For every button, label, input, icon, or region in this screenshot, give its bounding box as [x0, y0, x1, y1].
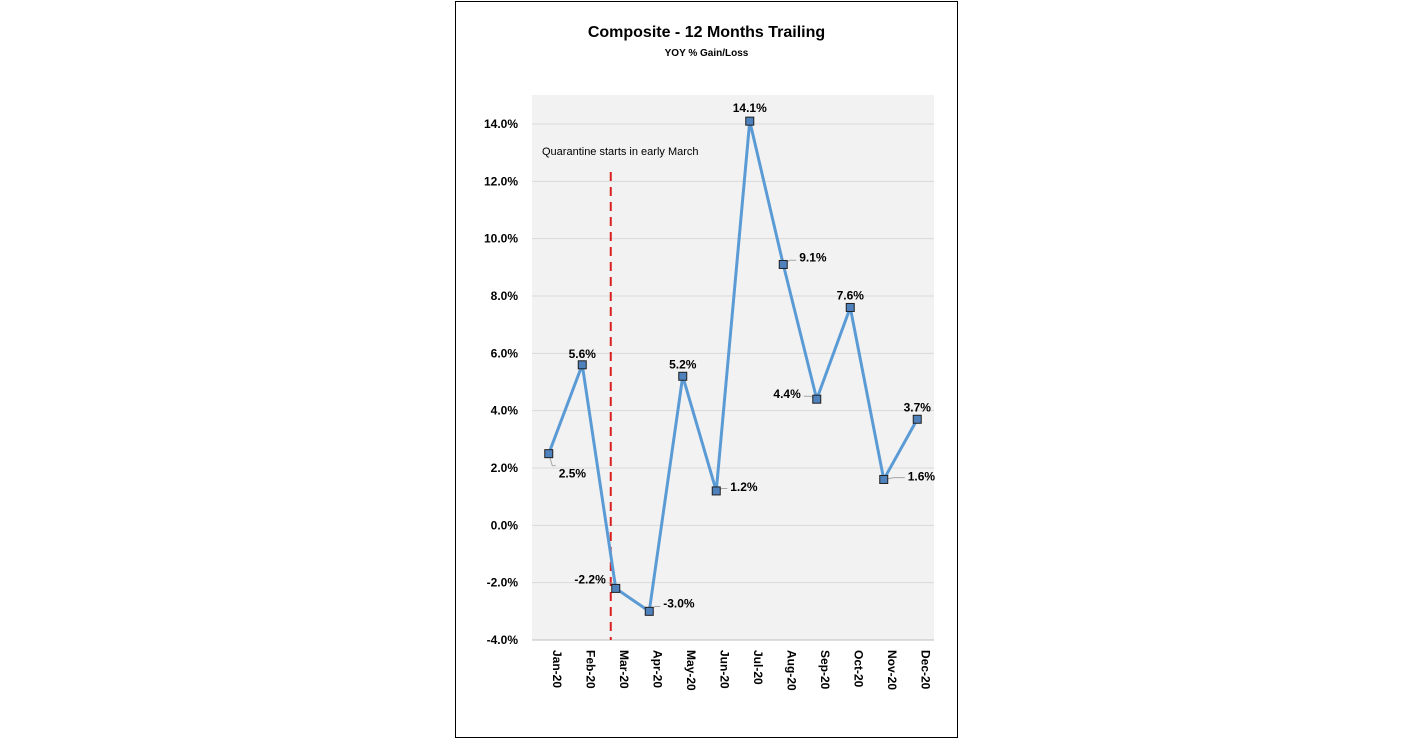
plot-area: [532, 95, 934, 640]
x-tick-label: May-20: [684, 650, 698, 691]
x-tick-label: Jan-20: [550, 650, 564, 688]
chart-subtitle: YOY % Gain/Loss: [664, 48, 749, 59]
x-tick-label: Apr-20: [650, 650, 664, 688]
data-point-marker: [644, 606, 654, 616]
x-tick-label: Nov-20: [885, 650, 899, 690]
data-label: 3.7%: [904, 400, 932, 414]
data-label: 1.2%: [730, 480, 758, 494]
data-label: 2.5%: [559, 467, 587, 481]
y-tick-label: 2.0%: [491, 461, 519, 475]
x-tick-label: Sep-20: [818, 650, 832, 690]
data-label: -3.0%: [663, 596, 695, 610]
y-tick-label: 14.0%: [484, 117, 518, 131]
data-label: 7.6%: [837, 288, 865, 302]
data-point-marker: [544, 449, 554, 459]
data-point-marker: [678, 371, 688, 381]
data-label: 5.2%: [669, 357, 697, 371]
quarantine-annotation: Quarantine starts in early March: [542, 146, 699, 158]
data-label: 9.1%: [799, 250, 827, 264]
y-tick-label: 10.0%: [484, 232, 518, 246]
data-point-marker: [577, 360, 587, 370]
y-tick-label: 0.0%: [491, 518, 519, 532]
data-point-marker: [611, 583, 621, 593]
y-tick-label: 4.0%: [491, 404, 519, 418]
y-tick-label: -2.0%: [487, 576, 519, 590]
x-tick-label: Mar-20: [617, 650, 631, 689]
data-point-marker: [912, 414, 922, 424]
x-tick-label: Aug-20: [784, 650, 798, 691]
line-chart: 14.0% 12.0% 10.0% 8.0% 6.0% 4.0% 2.0% 0.0% -2.0%…: [484, 95, 936, 691]
chart-frame: Composite - 12 Months Trailing YOY % Gai…: [455, 1, 958, 738]
x-tick-label: Feb-20: [583, 650, 597, 689]
data-point-marker: [879, 474, 889, 484]
data-point-marker: [812, 394, 822, 404]
x-tick-label: Jul-20: [751, 650, 765, 685]
y-tick-label: 8.0%: [491, 289, 519, 303]
y-tick-label: 12.0%: [484, 174, 518, 188]
data-label: 5.6%: [569, 347, 597, 361]
x-tick-label: Jun-20: [717, 650, 731, 689]
series-line: [547, 119, 919, 613]
data-point-marker: [845, 302, 855, 312]
data-label: -2.2%: [574, 572, 606, 586]
data-label: 4.4%: [773, 387, 801, 401]
data-point-marker: [711, 486, 721, 496]
data-label: 1.6%: [908, 469, 936, 483]
data-point-marker: [745, 116, 755, 126]
x-tick-label: Oct-20: [851, 650, 865, 688]
chart-title: Composite - 12 Months Trailing: [587, 24, 826, 41]
data-point-marker: [778, 259, 788, 269]
data-label: 14.1%: [733, 101, 767, 115]
y-tick-label: -4.0%: [487, 633, 519, 647]
x-tick-label: Dec-20: [918, 650, 932, 690]
y-tick-label: 6.0%: [491, 346, 519, 360]
